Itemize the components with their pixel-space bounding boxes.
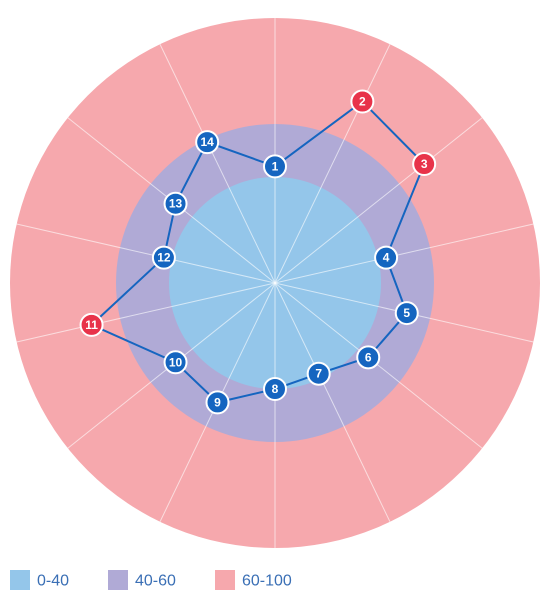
marker-label: 8	[272, 382, 279, 396]
marker	[151, 245, 176, 270]
marker	[306, 361, 331, 386]
marker	[79, 312, 104, 337]
marker-label: 13	[169, 197, 183, 211]
marker-label: 6	[365, 350, 372, 364]
marker-label: 12	[157, 251, 171, 265]
legend-swatch	[215, 570, 235, 590]
marker-label: 9	[214, 395, 221, 409]
marker	[205, 390, 230, 415]
marker-label: 11	[85, 318, 98, 332]
spoke	[274, 117, 483, 284]
marker	[163, 350, 188, 375]
spoke	[274, 282, 391, 522]
marker-label: 3	[421, 157, 428, 171]
marker-label: 1	[272, 159, 279, 173]
marker	[412, 152, 437, 177]
marker	[356, 345, 381, 370]
legend-label: 0-40	[37, 573, 69, 590]
marker	[350, 89, 375, 114]
spoke	[16, 282, 276, 343]
marker-label: 2	[359, 95, 366, 109]
spoke	[16, 223, 276, 284]
marker	[195, 130, 220, 155]
marker	[394, 301, 419, 326]
spoke	[274, 282, 483, 449]
marker	[263, 154, 287, 179]
legend-label: 60-100	[242, 573, 292, 590]
spoke	[159, 44, 276, 284]
spoke	[274, 44, 391, 284]
spoke	[274, 223, 534, 284]
legend-swatch	[108, 570, 128, 590]
legend-label: 40-60	[135, 573, 176, 590]
legend-swatch	[10, 570, 30, 590]
marker-label: 5	[403, 306, 410, 320]
marker	[263, 377, 287, 401]
marker	[163, 191, 188, 216]
marker	[374, 245, 399, 270]
marker-label: 7	[315, 367, 322, 381]
marker-label: 4	[383, 251, 390, 265]
marker-label: 14	[200, 135, 214, 149]
marker-label: 10	[169, 355, 183, 369]
